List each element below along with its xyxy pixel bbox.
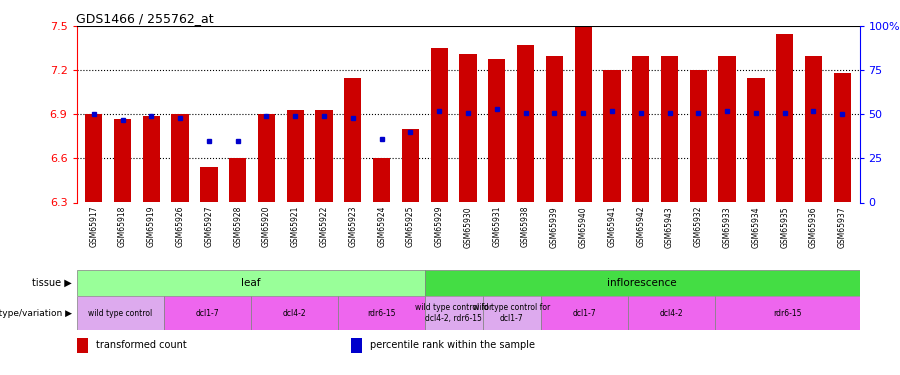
Text: GSM65928: GSM65928	[233, 206, 242, 247]
Text: GSM65936: GSM65936	[809, 206, 818, 248]
Text: GSM65935: GSM65935	[780, 206, 789, 248]
Text: wild type control for
dcl4-2, rdr6-15: wild type control for dcl4-2, rdr6-15	[415, 303, 492, 323]
Text: dcl4-2: dcl4-2	[659, 309, 683, 318]
Bar	[574, 26, 592, 202]
Text: rdr6-15: rdr6-15	[773, 309, 801, 318]
Bar	[315, 110, 333, 202]
Text: GDS1466 / 255762_at: GDS1466 / 255762_at	[76, 12, 214, 25]
Bar	[747, 78, 764, 203]
Text: wild type control: wild type control	[88, 309, 152, 318]
Text: GSM65925: GSM65925	[406, 206, 415, 248]
Bar	[833, 73, 850, 202]
Bar	[805, 56, 822, 202]
Text: GSM65922: GSM65922	[320, 206, 328, 247]
Bar	[172, 114, 189, 202]
Text: GSM65926: GSM65926	[176, 206, 184, 248]
Text: GSM65923: GSM65923	[348, 206, 357, 248]
Text: leaf: leaf	[241, 278, 260, 288]
Bar	[373, 158, 391, 203]
Bar	[482, 296, 541, 330]
Bar	[114, 119, 131, 202]
Text: GSM65921: GSM65921	[291, 206, 300, 247]
Bar	[344, 78, 362, 203]
Text: GSM65932: GSM65932	[694, 206, 703, 248]
Text: GSM65927: GSM65927	[204, 206, 213, 248]
Bar	[250, 296, 338, 330]
Text: GSM65939: GSM65939	[550, 206, 559, 248]
Text: GSM65929: GSM65929	[435, 206, 444, 248]
Bar	[86, 114, 103, 202]
Bar	[541, 296, 627, 330]
Bar	[143, 116, 160, 202]
Text: GSM65920: GSM65920	[262, 206, 271, 248]
Bar	[517, 45, 535, 203]
Bar	[661, 56, 678, 202]
Bar	[230, 158, 247, 203]
Bar	[350, 338, 363, 352]
Bar	[689, 70, 706, 202]
Bar	[545, 56, 563, 202]
Text: percentile rank within the sample: percentile rank within the sample	[370, 340, 536, 350]
Text: genotype/variation ▶: genotype/variation ▶	[0, 309, 72, 318]
Text: GSM65924: GSM65924	[377, 206, 386, 248]
Text: dcl1-7: dcl1-7	[572, 309, 596, 318]
Bar	[718, 56, 735, 202]
Text: GSM65918: GSM65918	[118, 206, 127, 247]
Text: dcl4-2: dcl4-2	[283, 309, 306, 318]
Text: dcl1-7: dcl1-7	[195, 309, 219, 318]
Bar	[632, 56, 650, 202]
Bar	[201, 167, 218, 202]
Bar	[488, 58, 506, 202]
Bar	[164, 296, 250, 330]
Text: wild type control for
dcl1-7: wild type control for dcl1-7	[472, 303, 550, 323]
Bar	[258, 114, 275, 202]
Text: inflorescence: inflorescence	[608, 278, 677, 288]
Bar	[627, 296, 715, 330]
Text: GSM65942: GSM65942	[636, 206, 645, 248]
Text: GSM65943: GSM65943	[665, 206, 674, 248]
Text: GSM65931: GSM65931	[492, 206, 501, 248]
Text: GSM65933: GSM65933	[723, 206, 732, 248]
Text: GSM65937: GSM65937	[838, 206, 847, 248]
Bar	[76, 270, 425, 296]
Text: tissue ▶: tissue ▶	[32, 278, 72, 288]
Text: GSM65938: GSM65938	[521, 206, 530, 248]
Bar	[776, 34, 793, 203]
Bar	[401, 129, 419, 203]
Text: GSM65941: GSM65941	[608, 206, 616, 248]
Bar	[76, 296, 164, 330]
Bar	[459, 54, 477, 202]
Bar	[425, 270, 860, 296]
Text: transformed count: transformed count	[96, 340, 187, 350]
Bar	[715, 296, 860, 330]
Bar	[338, 296, 425, 330]
Bar	[425, 296, 482, 330]
Bar	[430, 48, 448, 202]
Text: GSM65940: GSM65940	[579, 206, 588, 248]
Text: GSM65934: GSM65934	[752, 206, 760, 248]
Text: rdr6-15: rdr6-15	[367, 309, 395, 318]
Bar	[603, 70, 621, 202]
Bar	[76, 338, 88, 352]
Text: GSM65919: GSM65919	[147, 206, 156, 248]
Bar	[286, 110, 304, 202]
Text: GSM65917: GSM65917	[89, 206, 98, 248]
Text: GSM65930: GSM65930	[464, 206, 472, 248]
